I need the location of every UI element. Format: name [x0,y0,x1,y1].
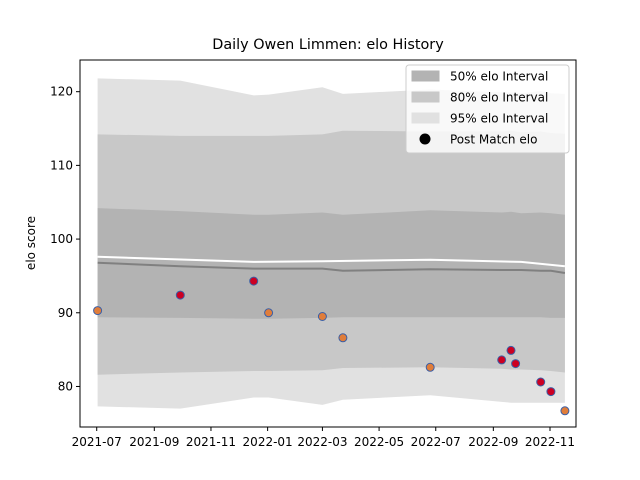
axes: 80 90 100 110 120 2021-07 2021-09 2021-11 2022-0… [50,59,577,449]
plot-frame [79,59,577,428]
data-point-2 [175,290,185,300]
band-50-interval [97,208,565,319]
chart-title: Daily Owen Limmen: elo History [212,37,444,53]
y-axis-label: elo score [24,216,38,270]
x-tick-label-2022-09: 2022-09 [468,435,518,449]
legend: 50% elo Interval 80% elo Interval 95% elo … [405,64,570,154]
plot-area [93,78,570,416]
legend-swatch-2 [411,91,440,103]
y-tick-label-80: 80 [58,379,73,393]
x-tick-label-2022-01: 2022-01 [243,435,293,449]
data-point-11 [536,377,546,387]
median-line [97,261,566,274]
data-point-4 [264,308,274,318]
legend-swatch-1 [411,70,440,82]
legend-box [405,64,570,154]
y-tick-label-100: 100 [50,232,73,246]
y-tick-label-110: 110 [50,158,73,172]
x-tick-label-2021-11: 2021-11 [186,435,236,449]
x-tick-label-2022-07: 2022-07 [411,435,461,449]
legend-swatch-3 [411,112,440,124]
data-point-12 [546,387,556,397]
legend-label-2: 80% elo Interval [450,91,548,105]
data-point-9 [506,345,516,355]
data-point-5 [317,312,327,321]
data-point-1 [93,306,103,316]
legend-label-4: Post Match elo [450,133,537,147]
y-tick-label-90: 90 [58,306,73,320]
legend-marker-4 [419,133,431,145]
legend-label-3: 95% elo Interval [450,112,548,126]
data-point-10 [511,359,521,369]
x-tick-label-2022-05: 2022-05 [354,435,404,449]
y-tick-label-120: 120 [50,85,73,99]
mean-line [97,255,566,268]
legend-label-1: 50% elo Interval [450,70,548,84]
x-tick-label-2022-11: 2022-11 [525,435,575,449]
data-point-3 [249,276,259,286]
data-point-13 [560,406,570,416]
data-point-7 [425,362,435,372]
data-point-6 [338,333,348,343]
x-tick-label-2021-07: 2021-07 [72,435,122,449]
data-point-8 [497,355,507,365]
x-tick-label-2021-09: 2021-09 [129,435,179,449]
x-tick-label-2022-03: 2022-03 [297,435,347,449]
